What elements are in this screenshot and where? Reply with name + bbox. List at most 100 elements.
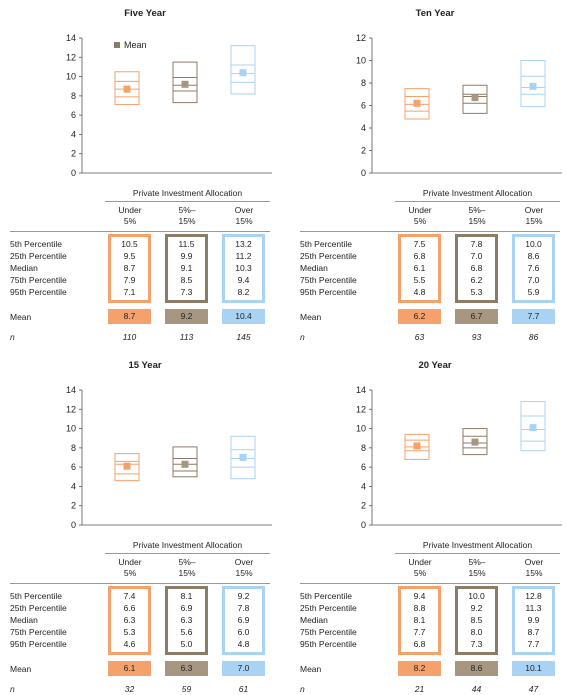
stat-value: 8.1 (180, 591, 193, 601)
y-tick-label: 2 (71, 501, 76, 511)
stat-label: 5th Percentile (300, 591, 352, 601)
mean-marker (239, 454, 247, 461)
y-tick-label: 2 (71, 149, 76, 159)
y-tick-label: 10 (356, 424, 366, 434)
stat-label: 75th Percentile (300, 275, 357, 285)
stat-value: 6.0 (237, 627, 250, 637)
y-tick-label: 10 (356, 56, 366, 66)
allocation-header: Private Investment Allocation (132, 540, 243, 550)
column-header-line1: Over (234, 205, 254, 215)
stat-label: 25th Percentile (300, 251, 357, 261)
stat-value: 7.1 (123, 287, 136, 297)
stat-label: 95th Percentile (300, 287, 357, 297)
percentile-box (230, 435, 256, 480)
column-header-line2: 5% (123, 568, 137, 578)
stat-label: 75th Percentile (10, 275, 67, 285)
stat-value: 7.9 (123, 275, 136, 285)
stat-value: 7.4 (123, 591, 136, 601)
stat-value: 7.8 (470, 239, 483, 249)
n-value: 44 (471, 684, 482, 694)
stats-box: 7.8 7.0 6.8 6.2 5.3 (455, 234, 498, 303)
n-value: 145 (236, 332, 251, 342)
stat-value: 7.0 (527, 275, 540, 285)
column-header: 5%– 15% (452, 557, 502, 579)
stat-value: 8.6 (527, 251, 540, 261)
stat-value: 9.4 (237, 275, 250, 285)
y-tick-label: 10 (66, 424, 76, 434)
stat-value: 5.3 (470, 287, 483, 297)
column-header: Under 5% (395, 205, 445, 227)
column-header-line1: Under (408, 205, 432, 215)
column-header-rule (10, 583, 270, 584)
panel-title: Ten Year (415, 8, 455, 19)
mean-marker (471, 94, 479, 102)
stat-label: Median (10, 615, 38, 625)
stat-label: Median (300, 263, 328, 273)
mean-value: 9.2 (165, 309, 208, 324)
stats-box: 10.0 9.2 8.5 8.0 7.3 (455, 586, 498, 655)
mean-value: 8.6 (455, 661, 498, 676)
y-tick-label: 8 (361, 443, 366, 453)
y-tick-label: 12 (66, 52, 76, 62)
column-header-line2: 15% (525, 568, 543, 578)
stat-value: 7.3 (470, 639, 483, 649)
percentile-box (520, 60, 546, 108)
column-header-line2: 15% (525, 216, 543, 226)
y-tick-label: 6 (71, 462, 76, 472)
column-header: Over 15% (509, 205, 559, 227)
n-value: 86 (528, 332, 539, 342)
stat-value: 8.1 (413, 615, 426, 625)
y-tick-label: 6 (361, 462, 366, 472)
y-tick-label: 0 (71, 520, 76, 530)
column-header-rule (300, 583, 560, 584)
n-row-label: n (300, 684, 305, 694)
column-header-line1: Under (118, 205, 142, 215)
stat-value: 7.3 (180, 287, 193, 297)
stat-value: 4.6 (123, 639, 136, 649)
stat-label: 95th Percentile (300, 639, 357, 649)
panel-title: Five Year (124, 8, 166, 19)
stat-value: 13.2 (235, 239, 252, 249)
y-tick-label: 8 (71, 91, 76, 101)
mean-value: 10.1 (512, 661, 555, 676)
box-chart: 0 2 4 6 8 10 12 14 Mean (66, 33, 272, 178)
mean-value: 6.1 (108, 661, 151, 676)
stat-value: 6.2 (470, 275, 483, 285)
stat-value: 5.5 (413, 275, 426, 285)
percentile-box (172, 446, 198, 478)
mean-marker (471, 438, 479, 446)
column-header-line2: 5% (123, 216, 137, 226)
chart-panel: 20 Year 0 2 4 6 8 10 12 14 Private Investment All… (300, 360, 570, 695)
chart-panel: Five Year 0 2 4 6 8 10 12 14 Mean Private Investme… (10, 8, 280, 343)
column-header-line2: 15% (468, 216, 486, 226)
stat-value: 12.8 (525, 591, 542, 601)
column-header: 5%– 15% (162, 557, 212, 579)
stat-value: 10.0 (468, 591, 485, 601)
stats-box: 7.5 6.8 6.1 5.5 4.8 (398, 234, 441, 303)
y-tick-label: 6 (361, 101, 366, 111)
stat-value: 10.5 (121, 239, 138, 249)
n-row-label: n (10, 684, 15, 694)
mean-row-label: Mean (300, 664, 322, 674)
panel-title: 20 Year (418, 360, 452, 371)
stat-value: 5.6 (180, 627, 193, 637)
y-tick-label: 4 (71, 129, 76, 139)
y-tick-label: 14 (66, 33, 76, 43)
allocation-header-rule (395, 201, 560, 202)
y-tick-label: 0 (361, 168, 366, 178)
stat-value: 6.9 (180, 603, 193, 613)
stat-value: 4.8 (237, 639, 250, 649)
stats-box: 7.4 6.6 6.3 5.3 4.6 (108, 586, 151, 655)
column-header: Under 5% (395, 557, 445, 579)
stat-value: 6.3 (123, 615, 136, 625)
n-value: 59 (181, 684, 192, 694)
mean-row-label: Mean (300, 312, 322, 322)
percentile-box (404, 88, 430, 120)
column-header-line1: 5%– (468, 557, 486, 567)
column-header-line1: Over (234, 557, 254, 567)
mean-marker (413, 99, 421, 107)
percentile-box (462, 84, 488, 114)
mean-marker (123, 85, 131, 93)
allocation-header: Private Investment Allocation (422, 188, 533, 198)
n-value: 21 (414, 684, 425, 694)
